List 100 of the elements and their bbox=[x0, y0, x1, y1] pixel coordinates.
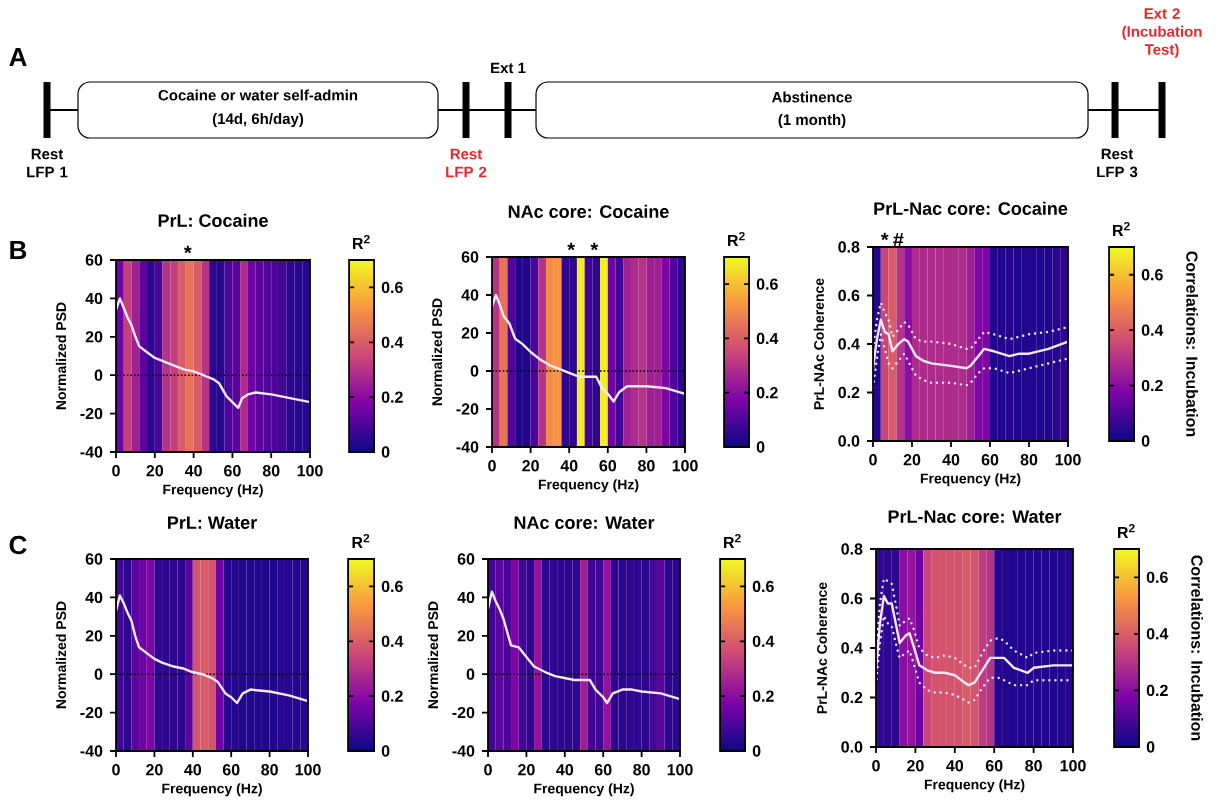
x-tick-label: 20 bbox=[522, 460, 539, 472]
color-bar-label: 0.6 bbox=[756, 278, 778, 290]
x-tick-label: 100 bbox=[1060, 760, 1086, 772]
color-bar-label: 0 bbox=[381, 745, 390, 757]
color-bar-title: R$^{2}$ bbox=[353, 234, 370, 249]
x-tick-label: 40 bbox=[556, 764, 574, 776]
x-tick-label: 20 bbox=[146, 465, 164, 477]
y-tick-label: 20 bbox=[457, 630, 475, 642]
color-bar-label: 0 bbox=[1146, 741, 1155, 753]
y-tick-label: 60 bbox=[85, 553, 103, 565]
x-tick-label: 40 bbox=[942, 454, 960, 466]
x-tick-label: 80 bbox=[261, 764, 278, 776]
text: Rest LFP 2 bbox=[446, 148, 487, 178]
color-bar-title: R$^{2}$ bbox=[1118, 523, 1135, 538]
x-tick-label: 80 bbox=[633, 764, 650, 776]
text: Correlations: Incubation bbox=[1186, 251, 1198, 437]
text: Rest LFP 3 bbox=[1097, 148, 1138, 178]
text: Rest LFP 1 bbox=[27, 148, 68, 178]
x-axis-title: Frequency (Hz) bbox=[538, 479, 639, 493]
y-axis-title: PrL-NAc Coherence bbox=[813, 278, 824, 410]
text: B bbox=[10, 241, 27, 259]
color-bar-label: 0.6 bbox=[381, 580, 403, 593]
color-bar-label: 0.6 bbox=[381, 281, 403, 294]
y-tick-label: 0.8 bbox=[841, 543, 863, 555]
y-axis-title: Normalized PSD bbox=[431, 298, 443, 406]
text: * bbox=[880, 232, 889, 241]
y-tick-label: -40 bbox=[456, 441, 479, 453]
color-bar-label: 0.4 bbox=[756, 332, 779, 345]
x-tick-label: 60 bbox=[599, 460, 617, 472]
x-tick-label: 20 bbox=[146, 764, 163, 776]
y-tick-label: -20 bbox=[456, 403, 479, 415]
color-bar-label: 0.4 bbox=[381, 336, 404, 348]
x-axis-title: Frequency (Hz) bbox=[534, 783, 634, 797]
x-tick-label: 20 bbox=[518, 764, 535, 776]
x-tick-label: 20 bbox=[903, 454, 921, 466]
text: Ext 1 bbox=[491, 62, 526, 74]
y-tick-label: 40 bbox=[457, 591, 475, 604]
x-tick-label: 60 bbox=[985, 760, 1003, 772]
y-tick-label: 60 bbox=[85, 254, 103, 266]
x-tick-label: 80 bbox=[1020, 454, 1038, 466]
x-tick-label: 40 bbox=[560, 460, 578, 472]
y-tick-label: 0.0 bbox=[838, 435, 860, 447]
y-tick-label: 0.8 bbox=[838, 241, 860, 253]
color-bar-label: 0.4 bbox=[1146, 628, 1169, 640]
x-tick-label: 100 bbox=[1055, 454, 1081, 466]
color-bar-label: 0.6 bbox=[752, 580, 774, 593]
x-axis-title: Frequency (Hz) bbox=[162, 783, 262, 797]
y-tick-label: 40 bbox=[85, 292, 103, 305]
x-tick-label: 0 bbox=[872, 760, 880, 772]
text: * bbox=[567, 242, 576, 251]
color-bar-label: 0.4 bbox=[752, 635, 775, 647]
color-bar-title: R$^{2}$ bbox=[1113, 221, 1130, 236]
color-bar-label: 0.2 bbox=[756, 387, 778, 399]
y-tick-label: 0.4 bbox=[838, 338, 860, 350]
color-bar-label: 0.4 bbox=[381, 635, 404, 647]
text: A bbox=[9, 48, 27, 66]
x-tick-label: 60 bbox=[981, 454, 999, 466]
text: (14d, 6h/day) bbox=[212, 113, 304, 127]
y-tick-label: 40 bbox=[85, 591, 103, 604]
y-tick-label: 0 bbox=[94, 668, 103, 680]
text: * bbox=[183, 245, 192, 254]
x-tick-label: 60 bbox=[594, 764, 612, 776]
y-axis-title: Normalized PSD bbox=[427, 601, 439, 709]
color-bar-label: 0.2 bbox=[381, 391, 403, 403]
x-tick-label: 40 bbox=[946, 760, 964, 772]
x-tick-label: 60 bbox=[222, 764, 240, 776]
x-tick-label: 100 bbox=[295, 764, 321, 776]
y-tick-label: 0 bbox=[94, 369, 103, 381]
y-axis-title: PrL-NAc Coherence bbox=[816, 582, 827, 714]
y-tick-label: 0.6 bbox=[841, 592, 863, 605]
x-tick-label: 80 bbox=[638, 460, 655, 472]
color-bar-label: 0.4 bbox=[1141, 324, 1164, 336]
y-tick-label: -20 bbox=[80, 706, 103, 719]
text: (1 month) bbox=[778, 114, 846, 128]
y-tick-label: 40 bbox=[461, 289, 479, 301]
y-tick-label: 0.0 bbox=[841, 741, 863, 753]
text: Abstinence bbox=[771, 91, 852, 103]
chart-title: PrL-Nac core: Cocaine bbox=[874, 201, 1068, 215]
x-tick-label: 0 bbox=[488, 460, 496, 472]
chart-title: PrL: Water bbox=[168, 516, 257, 529]
y-tick-label: 20 bbox=[85, 331, 103, 343]
color-bar-title: R$^{2}$ bbox=[724, 533, 741, 548]
color-bar-label: 0.6 bbox=[1141, 269, 1163, 281]
y-tick-label: 0 bbox=[466, 668, 475, 680]
text: # bbox=[893, 232, 904, 247]
y-tick-label: 0 bbox=[470, 365, 479, 377]
x-tick-label: 80 bbox=[1025, 760, 1042, 772]
text: Correlations: Incubation bbox=[1191, 555, 1203, 741]
y-tick-label: 0.6 bbox=[838, 289, 860, 302]
color-bar-label: 0 bbox=[756, 441, 765, 453]
text: * bbox=[590, 242, 599, 251]
color-bar-label: 0 bbox=[381, 446, 390, 458]
y-tick-label: -40 bbox=[452, 745, 475, 757]
color-bar-title: R$^{2}$ bbox=[352, 533, 370, 548]
x-axis-title: Frequency (Hz) bbox=[920, 473, 1021, 487]
x-tick-label: 0 bbox=[869, 454, 877, 466]
x-tick-label: 20 bbox=[907, 760, 924, 772]
chart-title: PrL: Cocaine bbox=[158, 213, 268, 227]
color-bar-label: 0.2 bbox=[752, 690, 774, 702]
text: Ext 2 (Incubation Test) bbox=[1122, 8, 1202, 58]
